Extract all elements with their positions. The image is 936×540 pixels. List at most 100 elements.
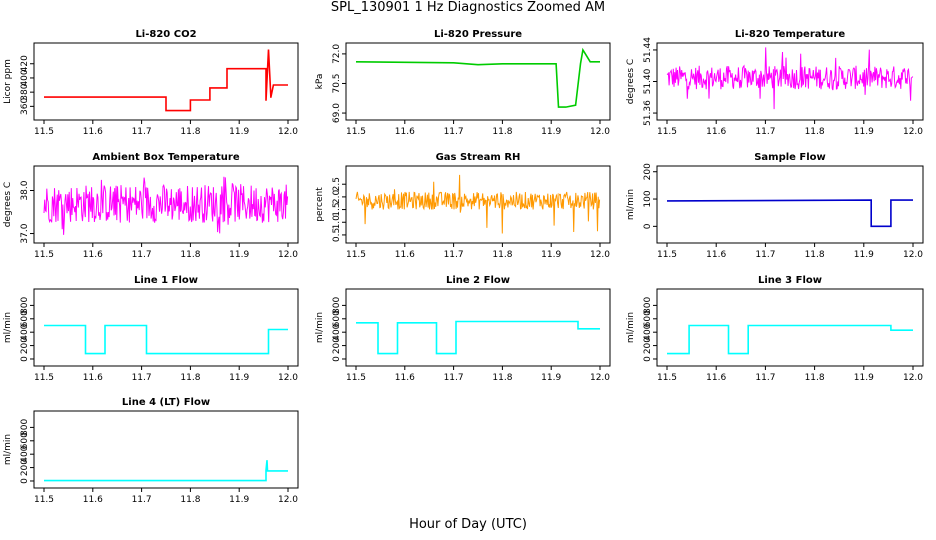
y-tick-label: 51.44 [643,37,653,63]
y-tick-label: 400 [20,323,30,340]
y-tick-label: 0 [20,356,30,362]
x-tick-label: 11.6 [706,250,726,260]
panel-title: Gas Stream RH [436,152,521,163]
x-tick-label: 11.7 [755,250,775,260]
y-tick-label: 400 [332,323,342,340]
panel-line-2-flow: Line 2 Flow ml/min 11.5 11.6 11.7 11.8 11.9 12.… [315,275,611,383]
y-tick-label: 37.0 [20,223,30,243]
plot-frame [33,288,299,367]
x-tick-label: 11.5 [346,373,366,383]
y-tick-label: 72.0 [332,44,342,64]
plot-frame [656,165,924,244]
figure-title: SPL_130901 1 Hz Diagnostics Zoomed AM [330,0,606,15]
y-axis-label: ml/min [626,189,636,220]
panel-title: Sample Flow [754,152,826,163]
x-tick-label: 11.5 [346,250,366,260]
y-tick-label: 200 [643,337,653,354]
x-tick-label: 11.8 [492,250,512,260]
x-tick-label: 11.9 [854,127,874,137]
y-tick-label: 200 [643,163,653,180]
y-tick-label: 800 [20,419,30,436]
y-axis-label: ml/min [626,312,636,343]
y-tick-label: 51.40 [643,68,653,94]
x-tick-label: 11.6 [706,127,726,137]
y-axis-label: Licor ppm [3,59,13,104]
y-tick-label: 0 [643,356,653,362]
panel-li-820-temperature: Li-820 Temperature degrees C 11.5 11.6 11.7 1… [626,29,924,137]
x-tick-label: 11.6 [83,250,103,260]
y-tick-label: 380 [20,83,30,100]
panel-title: Li-820 Pressure [434,29,522,40]
y-tick-label: 100 [643,190,653,207]
x-tick-label: 11.9 [541,373,561,383]
x-tick-label: 11.8 [180,373,200,383]
panel-li-820-co2: Li-820 CO2 Licor ppm 11.5 11.6 11.7 11.8 11.9 1… [3,29,299,137]
y-tick-label: 400 [643,323,653,340]
y-tick-label: 0.5 [332,228,342,242]
x-axis-title: Hour of Day (UTC) [409,517,527,532]
y-tick-label: 69.0 [332,103,342,123]
panel-line-3-flow: Line 3 Flow ml/min 11.5 11.6 11.7 11.8 11.9 12.… [626,275,924,383]
panel-title: Line 2 Flow [446,275,510,286]
x-tick-label: 11.7 [132,373,152,383]
plot-frame [656,288,924,367]
x-tick-label: 11.8 [492,373,512,383]
panel-gas-stream-rh: Gas Stream RH percent 11.5 11.6 11.7 11.8 11.9… [315,152,611,260]
x-tick-label: 11.7 [444,373,464,383]
x-tick-label: 11.8 [805,127,825,137]
y-tick-label: 600 [643,310,653,327]
plot-frame [345,165,611,244]
y-tick-label: 200 [20,459,30,476]
x-tick-label: 11.7 [132,127,152,137]
x-tick-label: 11.8 [180,127,200,137]
y-tick-label: 0 [20,478,30,484]
x-tick-label: 11.9 [229,127,249,137]
x-tick-label: 11.9 [854,373,874,383]
series-line [44,460,288,482]
x-tick-label: 11.6 [706,373,726,383]
panel-line-1-flow: Line 1 Flow ml/min 11.5 11.6 11.7 11.8 11.9 12.… [3,275,299,383]
panel-title: Li-820 CO2 [135,29,196,40]
x-tick-label: 12.0 [278,373,298,383]
y-tick-label: 600 [332,310,342,327]
plot-frame [345,288,611,367]
y-tick-label: 0 [332,356,342,362]
panel-title: Line 3 Flow [758,275,822,286]
x-tick-label: 11.8 [805,250,825,260]
x-tick-label: 11.8 [805,373,825,383]
y-tick-label: 360 [20,97,30,114]
y-tick-label: 1.0 [332,215,342,230]
series-line [666,47,914,110]
y-tick-label: 600 [20,310,30,327]
x-tick-label: 11.7 [755,127,775,137]
x-tick-label: 12.0 [278,495,298,505]
y-tick-label: 2.5 [332,177,342,191]
x-tick-label: 12.0 [590,127,610,137]
x-tick-label: 11.5 [657,127,677,137]
x-tick-label: 11.7 [132,495,152,505]
x-tick-label: 11.6 [83,495,103,505]
x-tick-label: 11.9 [229,250,249,260]
x-tick-label: 12.0 [903,373,923,383]
series-line [667,324,913,355]
panel-ambient-box-temperature: Ambient Box Temperature degrees C 11.5 11.6… [3,152,299,260]
y-tick-label: 38.0 [20,180,30,200]
panel-li-820-pressure: Li-820 Pressure kPa 11.5 11.6 11.7 11.8 11.9 12… [315,29,611,137]
plot-frame [33,165,299,244]
y-axis-label: ml/min [3,434,13,465]
y-tick-label: 400 [20,445,30,462]
x-tick-label: 11.5 [34,373,54,383]
x-tick-label: 12.0 [590,373,610,383]
y-tick-label: 800 [332,297,342,314]
plot-frame [33,410,299,489]
x-tick-label: 11.6 [395,127,415,137]
y-tick-label: 200 [332,337,342,354]
y-tick-label: 2.0 [332,189,342,204]
series-line [666,199,913,228]
x-tick-label: 11.6 [395,250,415,260]
y-tick-label: 800 [643,297,653,314]
plot-frame [345,42,611,121]
panel-line-4-lt-flow: Line 4 (LT) Flow ml/min 11.5 11.6 11.7 11.8 11… [3,397,299,505]
